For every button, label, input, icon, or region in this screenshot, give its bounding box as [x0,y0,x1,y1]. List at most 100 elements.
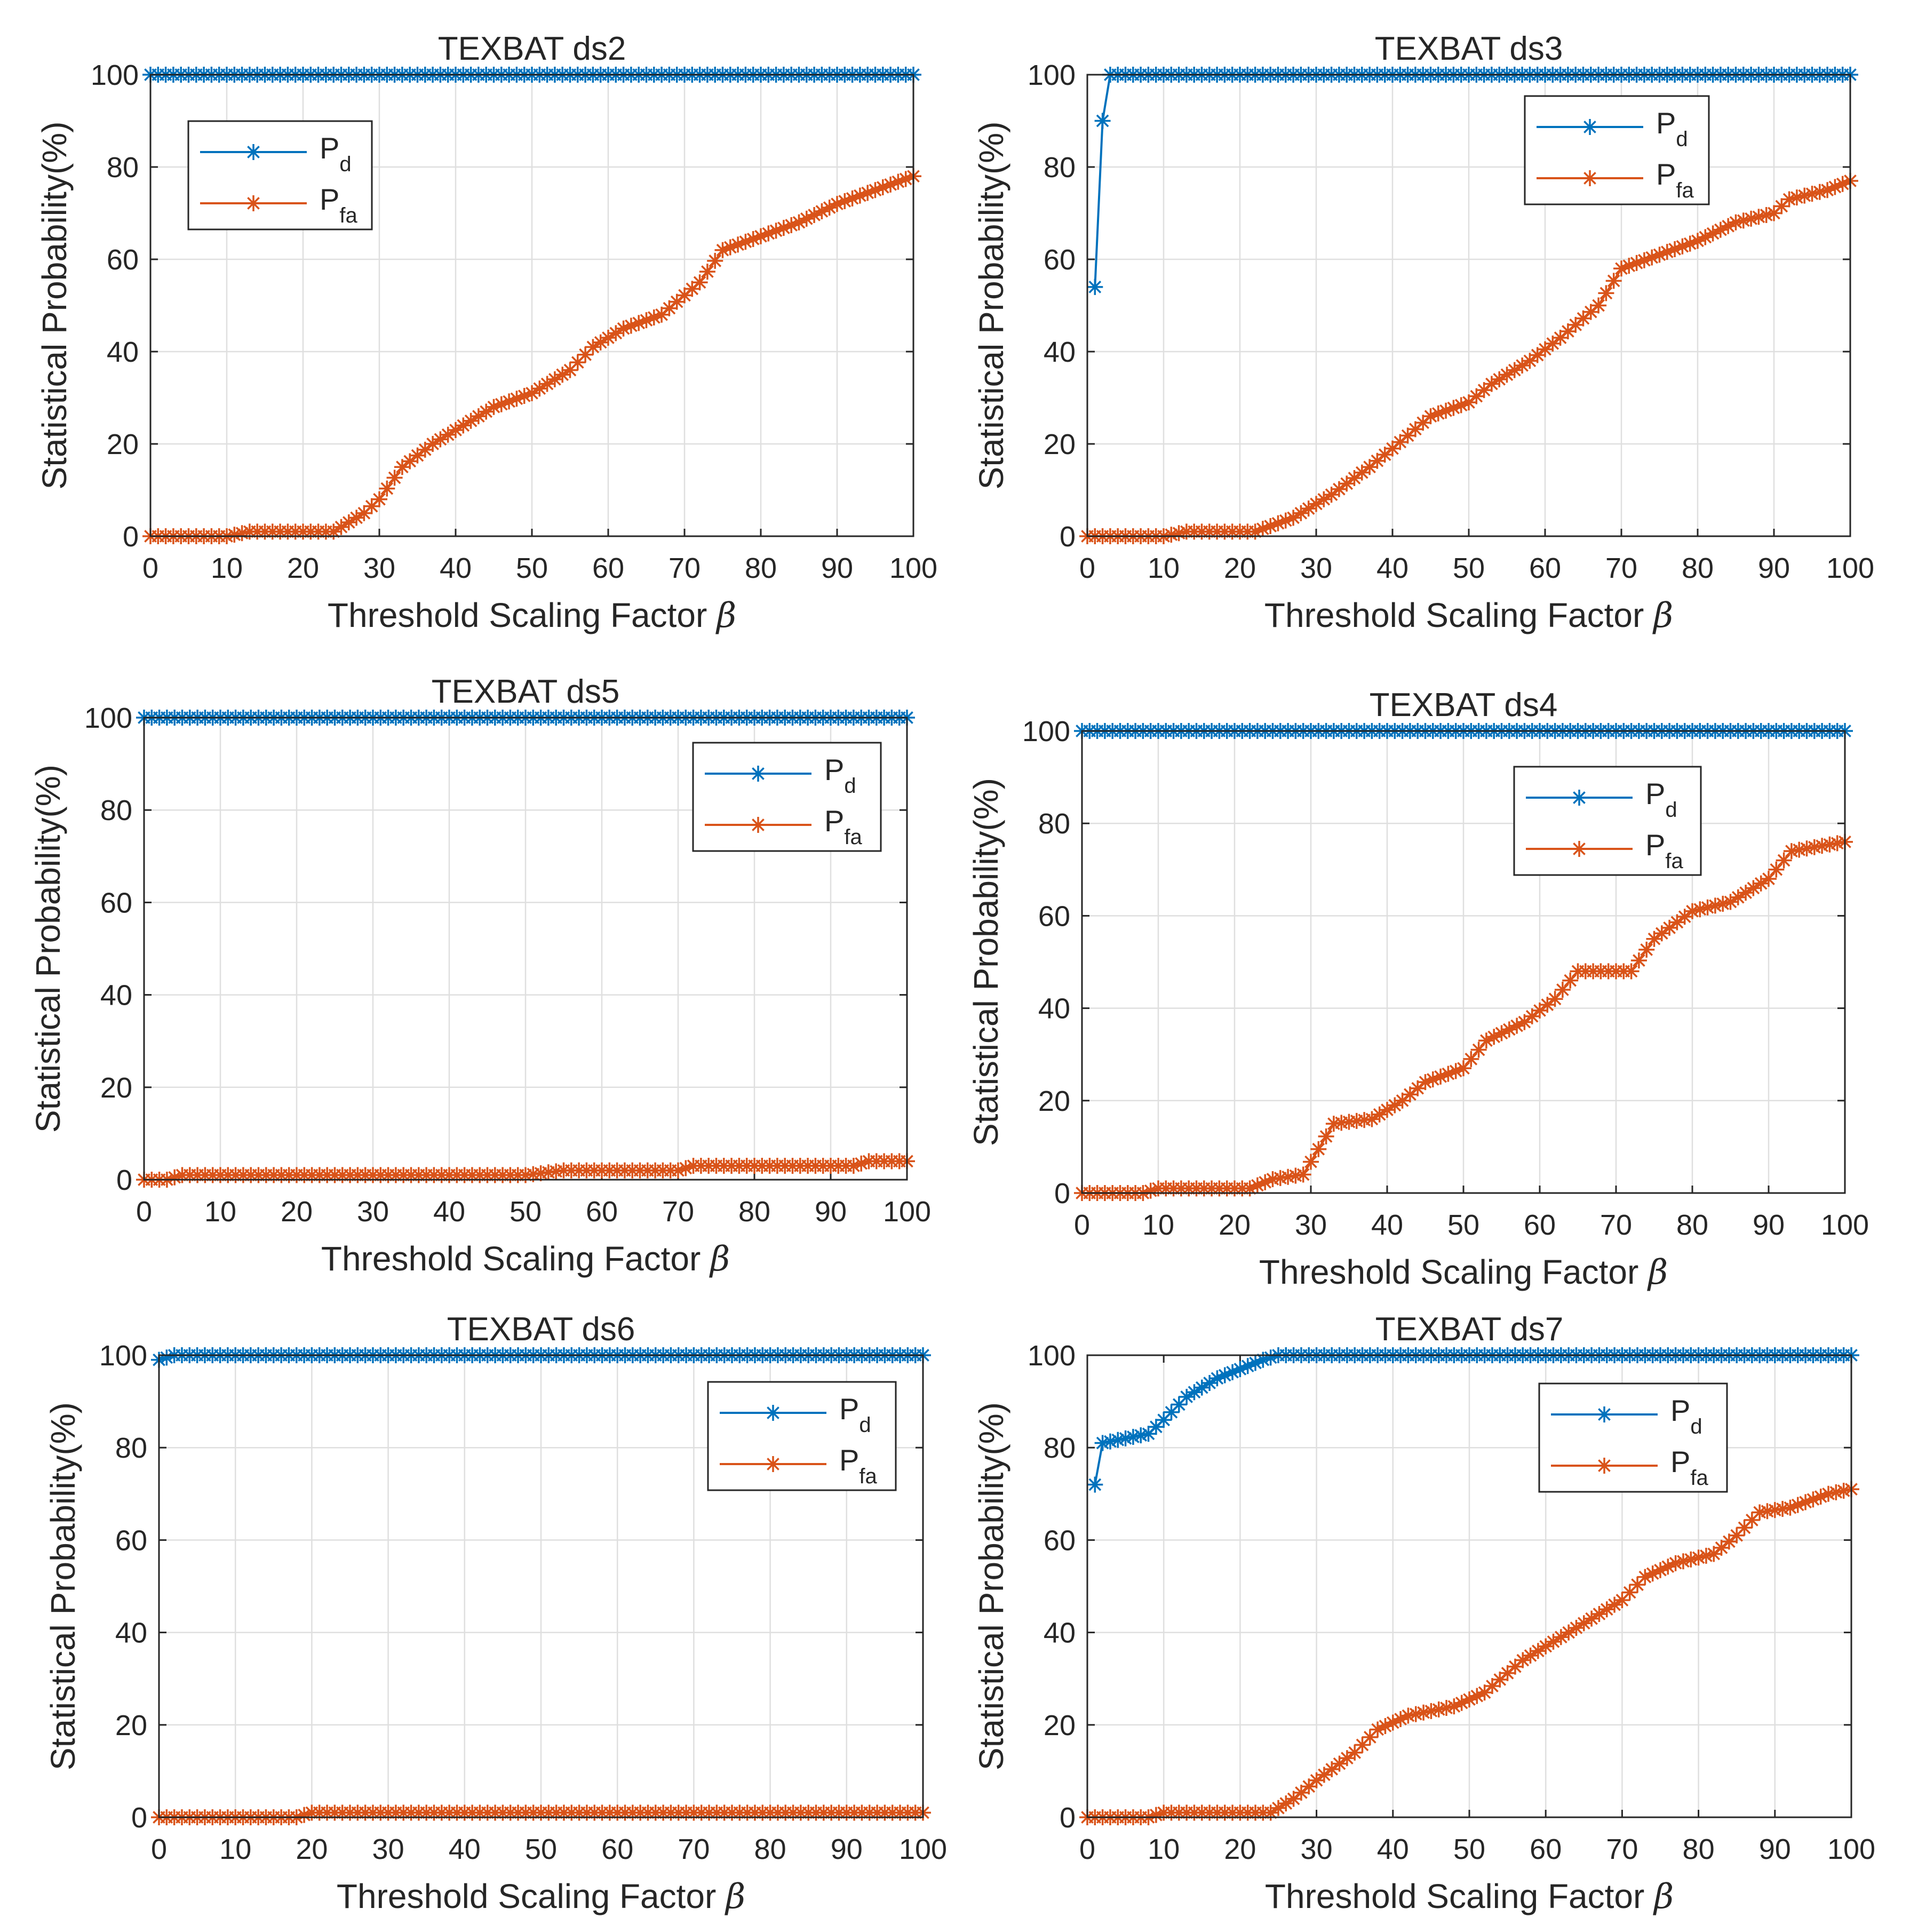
data-point-marker [1675,1553,1691,1570]
data-point-marker [608,325,624,341]
data-point-marker [1606,1596,1623,1613]
data-point-marker [1453,397,1469,414]
data-point-marker [1590,297,1607,314]
x-tick-label: 100 [883,1196,931,1228]
data-point-marker [425,436,441,452]
data-point-marker [546,371,563,387]
chart-panel-2: 0 10 20 30 40 50 60 70 80 90 100 0 20 40 60 80 100 TEXBAT… [972,30,1874,635]
data-point-marker [1331,481,1347,497]
data-point-marker [1514,357,1531,373]
data-point-marker [1486,1029,1502,1045]
x-tick-label: 70 [668,552,701,584]
x-tick-label: 50 [1453,1833,1485,1865]
data-point-marker [1667,241,1683,257]
x-tick-label: 70 [1605,552,1637,584]
data-point-marker [1509,1017,1525,1034]
data-point-marker [1371,1106,1388,1123]
data-point-marker [1567,316,1584,333]
x-tick-label: 30 [372,1833,404,1865]
chart-title: TEXBAT ds3 [1375,30,1563,67]
data-point-marker [1339,1750,1355,1767]
data-point-marker [1447,1063,1464,1079]
x-tick-label: 40 [1376,552,1408,584]
x-tick-label: 100 [889,552,937,584]
chart-title: TEXBAT ds4 [1370,687,1558,723]
data-point-marker [1697,229,1714,245]
data-point-marker [661,300,678,316]
data-point-marker [615,320,632,337]
data-point-marker [562,362,578,378]
data-point-marker [1270,1800,1286,1816]
data-point-marker [1430,1701,1447,1718]
data-point-marker [1384,1714,1401,1731]
x-axis-label: Threshold Scaling Factor β [328,596,736,635]
data-point-marker [1346,470,1363,487]
x-tick-label: 60 [1529,552,1561,584]
legend-marker-icon [765,1456,781,1472]
data-point-marker [1461,394,1477,411]
data-point-marker [1468,388,1485,404]
data-point-marker [1094,113,1111,129]
data-point-marker [1463,1051,1479,1067]
data-point-marker [1242,1180,1258,1197]
legend-label: Pfa [1645,828,1683,873]
y-tick-label: 0 [116,1164,132,1196]
data-point-marker [1630,952,1647,969]
x-tick-label: 50 [1447,1209,1479,1241]
x-tick-label: 0 [136,1196,152,1228]
data-point-marker [1682,235,1698,252]
data-point-marker [1148,1807,1164,1823]
chart-title: TEXBAT ds7 [1375,1311,1564,1348]
data-point-marker [1499,1665,1516,1681]
legend-label: Pd [1670,1394,1702,1438]
data-point-marker [1827,179,1843,195]
data-point-marker [691,274,708,291]
data-point-marker [1750,209,1767,225]
data-point-marker [853,1155,870,1172]
data-point-marker [296,1807,313,1823]
data-point-marker [1559,323,1576,339]
data-point-marker [493,396,510,412]
x-tick-label: 40 [1371,1209,1403,1241]
y-tick-label: 80 [107,152,139,184]
data-point-marker [844,190,861,206]
legend-label-main: P [839,1443,859,1477]
data-point-marker [1087,279,1103,295]
data-point-marker [1568,1619,1585,1636]
data-point-marker [1277,512,1294,529]
data-point-marker [1339,475,1355,492]
legend-label-main: P [1656,106,1676,140]
x-tick-label: 10 [219,1833,251,1865]
x-tick-label: 100 [1821,1209,1869,1241]
legend-entry-pfa: Pfa [1526,828,1683,873]
series-pfa [1074,833,1853,1201]
data-point-marker [1140,1426,1157,1442]
y-tick-label: 100 [1028,1340,1076,1372]
legend-label-subscript: fa [859,1465,877,1488]
legend-label-main: P [824,804,844,838]
legend-label: Pfa [824,804,862,849]
x-tick-label: 30 [357,1196,389,1228]
x-tick-label: 60 [1524,1209,1556,1241]
data-point-marker [1422,408,1439,425]
data-point-marker [1705,225,1721,242]
x-tick-label: 40 [1377,1833,1409,1865]
legend-label-main: P [320,131,339,165]
data-point-marker [1318,1128,1334,1144]
data-point-marker [1209,1370,1225,1387]
data-point-marker [1783,843,1800,860]
legend-entry-pd: Pd [200,131,352,176]
x-axis-label: Threshold Scaling Factor β [1264,596,1673,635]
legend-entry-pd: Pd [720,1392,871,1437]
y-tick-label: 100 [99,1340,147,1372]
data-point-marker [1293,505,1309,521]
data-point-marker [1788,189,1805,206]
data-point-marker [760,225,777,242]
series-pfa [1079,1481,1859,1825]
data-point-marker [1179,1388,1195,1405]
y-tick-label: 40 [1044,336,1076,368]
legend-marker-icon [1571,841,1587,857]
x-tick-label: 90 [1753,1209,1785,1241]
data-point-marker [1142,1182,1159,1199]
data-point-marker [1720,218,1737,234]
